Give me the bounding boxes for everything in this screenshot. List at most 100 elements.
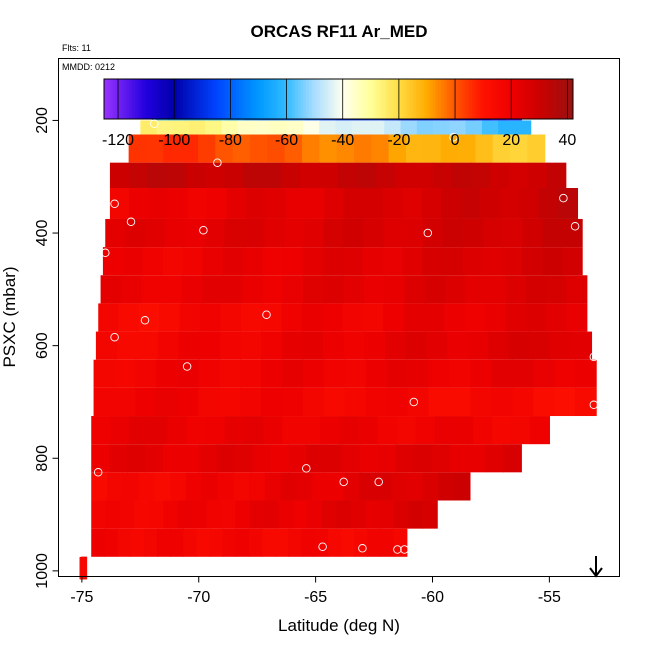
colorbar-swatch [519,79,523,119]
heatmap-cell [482,247,503,276]
x-tick-label: -65 [304,589,327,606]
heatmap-cell [220,303,242,332]
heatmap-cell [161,275,183,304]
heatmap-cell [533,387,555,417]
colorbar-swatch [177,79,181,119]
heatmap-cell [371,134,390,163]
sample-point [589,400,599,410]
y-axis-label: PSXC (mbar) [0,266,19,367]
colorbar-swatch [207,79,212,119]
sample-point [262,310,271,319]
heatmap-cell [566,303,588,332]
heatmap-cell [512,359,534,388]
heatmap-cell [386,359,409,388]
heatmap-cell [246,188,267,219]
heatmap-cell [196,528,211,557]
heatmap-cell [264,218,285,248]
heatmap-cell [140,120,158,135]
heatmap-cell [546,275,568,304]
sample-point [75,548,84,558]
heatmap-cell [262,528,276,557]
colorbar-swatch [466,79,470,119]
heatmap-cell [343,472,361,501]
heatmap-cell [454,472,471,501]
colorbar-swatch [365,79,369,119]
heatmap-cell [304,188,325,219]
colorbar-swatch [536,79,540,119]
heatmap-cell [384,120,402,135]
heatmap-cell [265,188,286,219]
heatmap-cell [179,303,201,332]
heatmap-cell [365,500,381,529]
heatmap-cell [170,528,184,557]
heatmap-cell [365,387,388,417]
heatmap-cell [570,331,593,360]
heatmap-cell [242,162,263,188]
heatmap-cell [198,359,220,388]
heatmap-cell [185,162,206,188]
heatmap-cell [302,359,325,388]
colorbar-swatch [522,79,526,119]
colorbar-swatch [390,79,394,119]
heatmap-cell [197,134,216,163]
colorbar-swatch [157,79,161,119]
heatmap-cell [110,416,130,445]
heatmap-cell [204,218,226,248]
heatmap-cell [143,528,158,557]
colorbar-swatch [550,79,554,119]
heatmap-cell [542,247,563,276]
heatmap-cell [205,416,226,445]
heatmap-cell [286,120,304,135]
heatmap-cell [407,359,430,388]
heatmap-cell [138,303,160,332]
colorbar-tick-label: 40 [558,132,576,149]
heatmap-cell [428,387,451,417]
heatmap-cell [342,247,364,276]
heatmap-cell [384,275,406,304]
heatmap-cell [303,218,325,248]
heatmap-cell [267,134,286,163]
heatmap-cell [156,528,171,557]
colorbar-swatch [353,79,358,119]
heatmap-cell [156,387,178,417]
colorbar-swatch [558,79,563,119]
heatmap-cell [207,188,228,219]
heatmap-cell [249,472,266,501]
heatmap-cell [105,218,126,248]
heatmap-cell [502,218,524,248]
heatmap-cell [235,528,250,557]
heatmap-cell [424,275,446,304]
heatmap-cell [182,247,204,276]
heatmap-cell [302,247,324,276]
colorbar-swatch [146,79,150,119]
heatmap-cell [284,218,305,248]
colorbar-swatch [415,79,420,119]
heatmap-cell [262,275,284,304]
sample-point [101,248,110,258]
heatmap-cell [449,387,472,417]
colorbar-swatch [337,79,341,119]
heatmap-cell [431,444,451,473]
heatmap-cell [428,359,451,388]
colorbar-swatch [306,79,310,119]
heatmap-cell [342,303,364,332]
heatmap-cell [363,188,384,219]
heatmap-cell [282,416,302,445]
colorbar-swatch [112,79,116,119]
date-note: MMDD: 0212 [62,62,115,72]
sample-point [358,544,367,553]
heatmap-cell [301,134,320,163]
heatmap-cell [157,331,180,360]
heatmap-cell [406,134,424,163]
heatmap-cell [554,387,576,417]
colorbar-swatch [452,79,456,119]
heatmap-cell [109,188,131,219]
colorbar-swatch [469,79,473,119]
heatmap-cell [566,275,588,304]
sample-point [110,332,119,342]
colorbar-ticks: -120 -100 -80 -60 -40 -20 0 20 40 [102,79,576,149]
colorbar-swatch [241,79,245,119]
heatmap-cell [104,528,119,557]
heatmap-cell [144,218,166,248]
sample-point [93,468,103,477]
